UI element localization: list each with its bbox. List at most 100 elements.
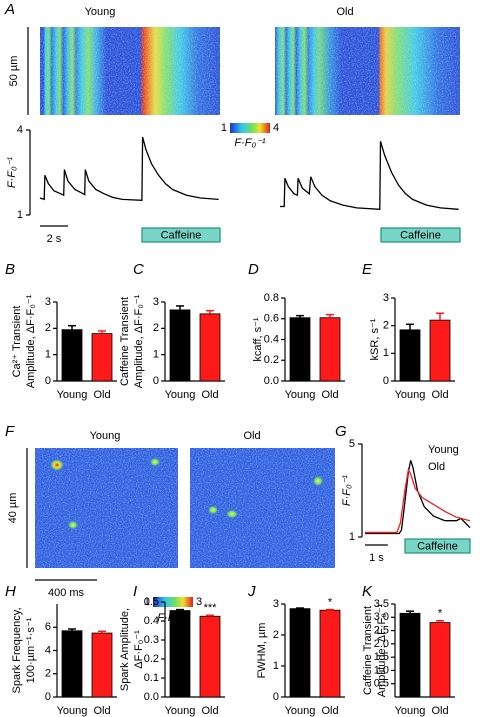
x-tick-label: Young bbox=[57, 705, 88, 717]
legend-entry: Young bbox=[428, 444, 459, 456]
y-tick-label: 0 bbox=[153, 375, 159, 387]
y-axis-label: Ca²⁺ Transient bbox=[11, 306, 23, 378]
y-axis-label: Amplitude, ΔF·F₀⁻¹ bbox=[376, 603, 388, 697]
bar bbox=[319, 609, 341, 698]
y-axis-label: 100·µm⁻¹·s⁻¹ bbox=[25, 617, 37, 683]
y-tick-label: 0.6 bbox=[264, 313, 279, 325]
y-tick-label: 0.1 bbox=[144, 672, 159, 684]
bar bbox=[199, 313, 221, 382]
y-tick-label: 6 bbox=[45, 621, 51, 633]
y-tick-label: 0 bbox=[383, 375, 389, 387]
y-axis-label: ΔF·F₀⁻¹ bbox=[133, 630, 145, 669]
y-tick-label: 0.2 bbox=[144, 653, 159, 665]
y-tick-label: 3 bbox=[383, 292, 389, 304]
y-tick-label: 0.8 bbox=[264, 292, 279, 304]
panel-letter: B bbox=[5, 261, 15, 278]
y-axis-label: F·F₀⁻¹ bbox=[341, 475, 353, 507]
y-tick-label: 0.3 bbox=[144, 634, 159, 646]
colorbar bbox=[153, 597, 193, 607]
x-tick-label: Old bbox=[201, 705, 218, 717]
y-axis-label: Amplitude, ΔF·F₀⁻¹ bbox=[133, 294, 145, 388]
y-tick-label: 4 bbox=[17, 124, 23, 136]
bar bbox=[91, 632, 113, 698]
x-tick-label: Old bbox=[431, 705, 448, 717]
bar bbox=[319, 317, 341, 382]
y-tick-label: 2 bbox=[273, 629, 279, 641]
caffeine-bar bbox=[380, 227, 461, 243]
scale-bar-label: 400 ms bbox=[48, 587, 85, 599]
bar bbox=[289, 608, 311, 698]
panel-letter: D bbox=[248, 261, 259, 278]
x-tick-label: Old bbox=[321, 389, 338, 401]
bar bbox=[61, 329, 83, 382]
image-noise bbox=[40, 27, 220, 115]
caffeine-label: Caffeine bbox=[417, 540, 458, 552]
x-tick-label: Old bbox=[93, 389, 110, 401]
x-tick-label: Young bbox=[165, 705, 196, 717]
y-tick-label: 1 bbox=[273, 660, 279, 672]
y-tick-label: 0.5 bbox=[144, 596, 159, 608]
y-axis-label: Caffeine Transient bbox=[362, 606, 374, 695]
image-title: Young bbox=[90, 430, 121, 442]
y-tick-label: 3.0 bbox=[374, 611, 389, 623]
colorbar-tick: 1 bbox=[221, 122, 227, 134]
y-tick-label: 0 bbox=[273, 691, 279, 703]
y-tick-label: 5 bbox=[349, 438, 355, 450]
panel-letter: C bbox=[133, 261, 144, 278]
spark bbox=[225, 509, 239, 519]
x-tick-label: Old bbox=[431, 389, 448, 401]
bar bbox=[199, 615, 221, 698]
y-tick-label: 3.5 bbox=[374, 598, 389, 610]
spark bbox=[312, 475, 324, 487]
bar bbox=[91, 333, 113, 382]
y-tick-label: 0 bbox=[45, 691, 51, 703]
y-tick-label: 1.0 bbox=[374, 664, 389, 676]
y-tick-label: 2.5 bbox=[374, 624, 389, 636]
panel-letter: K bbox=[362, 583, 373, 600]
panel-letter: J bbox=[247, 583, 256, 600]
trace bbox=[365, 467, 471, 534]
y-tick-label: 3 bbox=[273, 598, 279, 610]
y-tick-label: 0.2 bbox=[264, 354, 279, 366]
x-tick-label: Young bbox=[395, 389, 426, 401]
y-axis-label: kcaff, s⁻¹ bbox=[252, 317, 264, 361]
panel-letter: H bbox=[5, 583, 16, 600]
y-tick-label: 1.5 bbox=[374, 651, 389, 663]
y-axis-label: kSR, s⁻¹ bbox=[369, 318, 381, 360]
trace bbox=[365, 460, 471, 535]
bar bbox=[399, 612, 421, 698]
y-axis-label: F·F₀⁻¹ bbox=[6, 157, 18, 189]
bar bbox=[399, 329, 421, 382]
y-tick-label: 2 bbox=[45, 322, 51, 334]
bar bbox=[169, 610, 191, 698]
caffeine-label: Caffeine bbox=[400, 229, 441, 241]
colorbar-label: F·F₀⁻¹ bbox=[234, 137, 266, 149]
scale-bar-label: 40 µm bbox=[7, 493, 19, 524]
y-tick-label: 2 bbox=[45, 668, 51, 680]
colorbar-tick: 3 bbox=[196, 596, 202, 608]
significance: * bbox=[438, 608, 443, 620]
y-tick-label: 2 bbox=[383, 320, 389, 332]
y-tick-label: 1 bbox=[17, 209, 23, 221]
image-title: Young bbox=[85, 6, 116, 18]
x-tick-label: Young bbox=[395, 705, 426, 717]
y-tick-label: 0.0 bbox=[264, 375, 279, 387]
panel-letter: I bbox=[133, 583, 137, 600]
y-tick-label: 0.0 bbox=[144, 691, 159, 703]
y-tick-label: 2 bbox=[153, 322, 159, 334]
x-tick-label: Young bbox=[57, 389, 88, 401]
image-title: Old bbox=[243, 430, 260, 442]
spark bbox=[50, 459, 64, 471]
bar bbox=[429, 319, 451, 382]
panel-letter: F bbox=[5, 423, 15, 440]
y-tick-label: 1 bbox=[153, 349, 159, 361]
x-tick-label: Old bbox=[321, 705, 338, 717]
y-axis-label: Caffeine Transient bbox=[119, 297, 131, 386]
bar bbox=[429, 622, 451, 698]
caffeine-label: Caffeine bbox=[161, 229, 202, 241]
spark bbox=[207, 505, 219, 515]
scale-bar-label: 2 s bbox=[47, 233, 62, 245]
panel-letter: G bbox=[335, 423, 347, 440]
y-tick-label: 0 bbox=[45, 375, 51, 387]
